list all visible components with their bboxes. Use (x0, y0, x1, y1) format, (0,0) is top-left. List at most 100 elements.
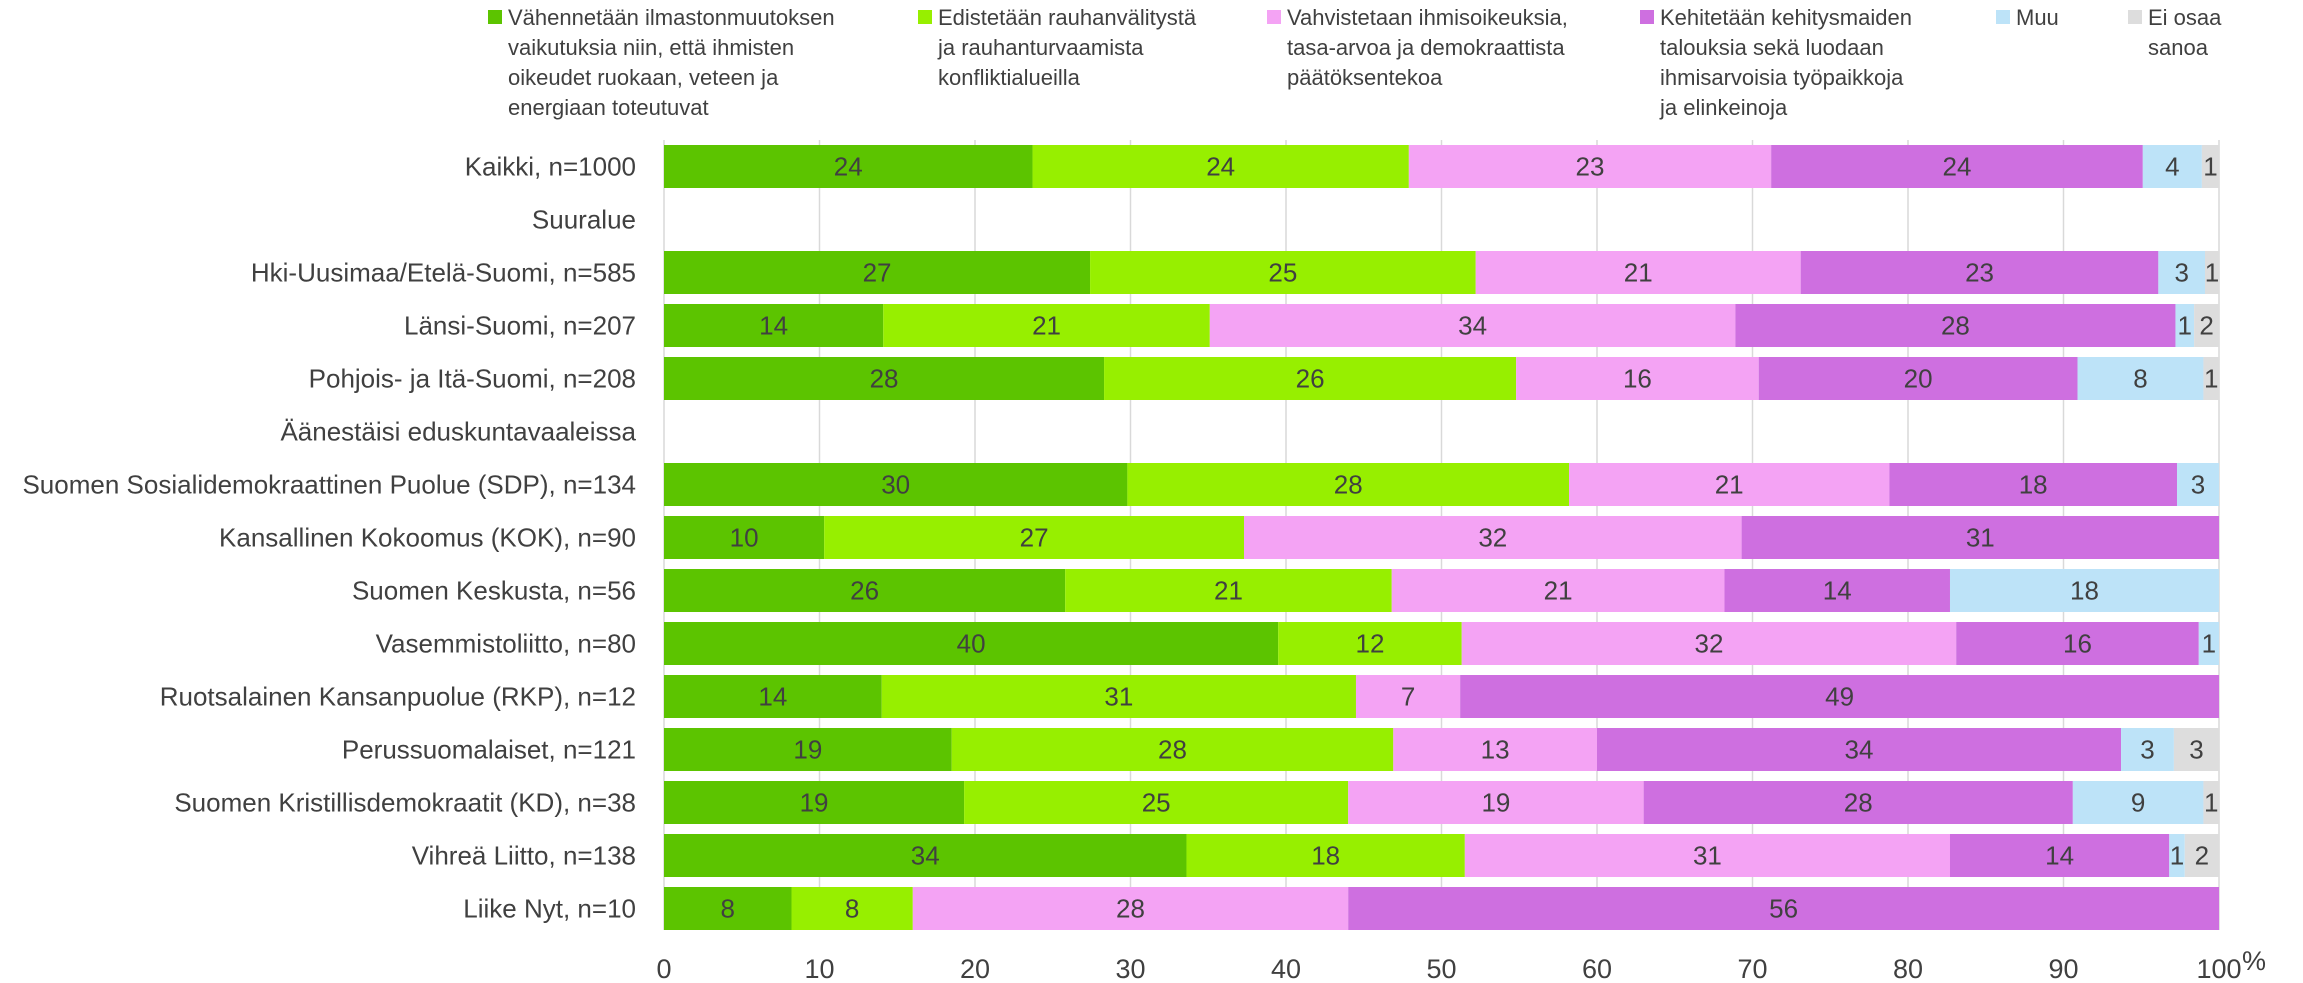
bars: 24 24 23 24 4 127 25 21 23 3 114 21 34 28 1 228 26 16 20 8 1… (664, 145, 2219, 930)
bar-segment (2205, 251, 2219, 294)
bar-segment (1569, 463, 1890, 506)
category-label: Länsi-Suomi, n=207 (404, 311, 636, 341)
bar-segment (1949, 569, 2219, 612)
data-label: 21 (1544, 576, 1573, 606)
legend-swatch (1996, 10, 2010, 24)
bar-segment (1597, 728, 2122, 771)
bar-segment (1090, 251, 1476, 294)
data-label: 2 (2199, 311, 2213, 341)
bar-segment (664, 463, 1128, 506)
data-label: 21 (1032, 311, 1061, 341)
bar-segment (791, 887, 913, 930)
data-label: 3 (2191, 470, 2205, 500)
x-axis-ticks: 0 10 20 30 40 50 60 70 80 90 100% (656, 946, 2266, 983)
data-label: 28 (870, 364, 899, 394)
x-tick-label: 30 (1115, 954, 1145, 983)
bar-segment (1460, 675, 2219, 718)
bar-segment (664, 622, 1279, 665)
bar-segment (1771, 145, 2143, 188)
legend: Vähennetään ilmastonmuutoksen vaikutuksia… (488, 5, 2222, 120)
legend-swatch (918, 10, 932, 24)
bar-segment (1516, 357, 1759, 400)
bar-segment (664, 569, 1066, 612)
x-tick-label: 100 (2196, 954, 2241, 983)
bar-segment (951, 728, 1394, 771)
bar-segment (1348, 781, 1644, 824)
bar-segment (1104, 357, 1517, 400)
legend-swatch (1267, 10, 1281, 24)
legend-entry: Vahvistetaan ihmisoikeuksia, tasa-arvoa j… (1287, 5, 1568, 90)
category-label: Suomen Kristillisdemokraatit (KD), n=38 (174, 788, 636, 818)
category-label: Äänestäisi eduskuntavaaleissa (280, 417, 636, 447)
category-label: Hki-Uusimaa/Etelä-Suomi, n=585 (251, 258, 636, 288)
data-label: 23 (1965, 258, 1994, 288)
data-label: 19 (800, 788, 829, 818)
data-label: 8 (721, 894, 735, 924)
category-label: Pohjois- ja Itä-Suomi, n=208 (309, 364, 636, 394)
data-label: 32 (1694, 629, 1723, 659)
bar-segment (1724, 569, 1950, 612)
bar-segment (664, 516, 825, 559)
data-label: 18 (2070, 576, 2099, 606)
data-label: 28 (1334, 470, 1363, 500)
legend-entry: Edistetään rauhanvälitystä ja rauhanturva… (937, 5, 1197, 90)
bar-segment (2177, 463, 2219, 506)
bar-segment (1643, 781, 2073, 824)
x-tick-label: 90 (2048, 954, 2078, 983)
data-label: 1 (2202, 629, 2216, 659)
bar-segment (881, 675, 1356, 718)
category-label: Kaikki, n=1000 (465, 152, 636, 182)
bar-segment (883, 304, 1210, 347)
data-label: 31 (1966, 523, 1995, 553)
bar-segment (1475, 251, 1801, 294)
data-label: 12 (1356, 629, 1385, 659)
data-label: 34 (1458, 311, 1487, 341)
x-axis-unit: % (2242, 946, 2266, 976)
bar-segment (664, 145, 1033, 188)
bar-segment (1355, 675, 1461, 718)
bar-segment (664, 304, 884, 347)
x-tick-label: 0 (656, 954, 671, 983)
legend-entry: Kehitetään kehitysmaiden talouksia sekä l… (1659, 5, 1912, 120)
data-label: 8 (845, 894, 859, 924)
data-label: 14 (2045, 841, 2074, 871)
category-label: Vihreä Liitto, n=138 (412, 841, 636, 871)
category-label: Suuralue (532, 205, 636, 235)
bar-segment (1393, 728, 1597, 771)
bar-segment (2184, 834, 2219, 877)
x-tick-label: 20 (960, 954, 990, 983)
bar-segment (2158, 251, 2206, 294)
bar-segment (1889, 463, 2178, 506)
data-label: 14 (1823, 576, 1852, 606)
data-label: 10 (730, 523, 759, 553)
bar-segment (1348, 887, 2219, 930)
bar-segment (664, 251, 1091, 294)
legend-swatch (1640, 10, 1654, 24)
x-tick-label: 70 (1737, 954, 1767, 983)
data-label: 21 (1715, 470, 1744, 500)
data-label: 56 (1769, 894, 1798, 924)
bar-segment (1065, 569, 1392, 612)
bar-segment (1741, 516, 2219, 559)
bar-segment (1956, 622, 2199, 665)
category-label: Ruotsalainen Kansanpuolue (RKP), n=12 (160, 682, 636, 712)
data-label: 13 (1481, 735, 1510, 765)
data-label: 28 (1116, 894, 1145, 924)
bar-segment (912, 887, 1349, 930)
data-label: 23 (1576, 152, 1605, 182)
data-label: 2 (2195, 841, 2209, 871)
data-label: 1 (2204, 788, 2218, 818)
data-label: 16 (1623, 364, 1652, 394)
data-label: 34 (911, 841, 940, 871)
data-label: 8 (2133, 364, 2147, 394)
bar-segment (1186, 834, 1465, 877)
bar-segment (2142, 145, 2202, 188)
bar-segment (2121, 728, 2174, 771)
category-label: Vasemmistoliitto, n=80 (376, 629, 636, 659)
bar-segment (824, 516, 1245, 559)
data-label: 1 (2178, 311, 2192, 341)
data-label: 19 (793, 735, 822, 765)
bar-segment (2198, 622, 2219, 665)
bar-segment (2203, 781, 2219, 824)
data-label: 21 (1624, 258, 1653, 288)
